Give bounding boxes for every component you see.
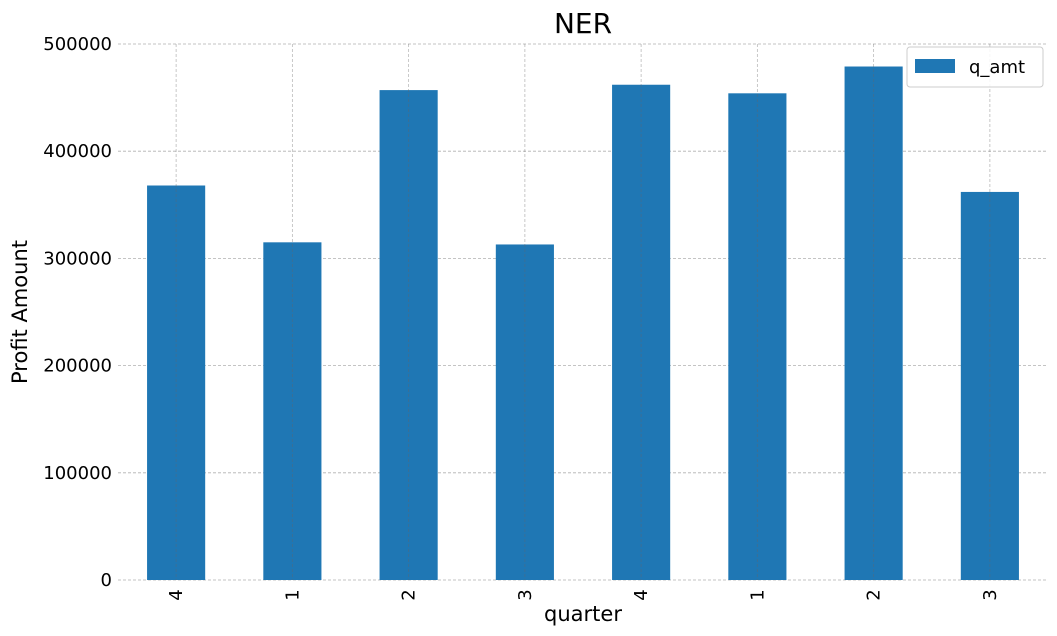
- bar: [495, 244, 554, 581]
- bar: [379, 90, 438, 580]
- y-tick-label: 500000: [43, 34, 112, 55]
- x-tick-label: 1: [747, 589, 768, 600]
- x-axis-label: quarter: [544, 602, 622, 626]
- y-tick-label: 300000: [43, 248, 112, 269]
- x-tick-label: 4: [631, 589, 652, 600]
- bar: [147, 185, 206, 580]
- x-axis-ticks: 4 1 2 3 4 1 2 3: [166, 589, 1001, 600]
- bar: [844, 66, 903, 580]
- legend-frame: [906, 46, 1044, 88]
- legend-label: q_amt: [969, 57, 1025, 78]
- x-tick-label: 2: [864, 589, 885, 600]
- bar: [263, 242, 322, 580]
- y-axis-label: Profit Amount: [8, 240, 32, 384]
- bars: [147, 66, 1019, 581]
- legend: q_amt: [906, 46, 1044, 88]
- y-axis-ticks: 0 100000 200000 300000 400000 500000: [43, 34, 112, 591]
- x-tick-label: 2: [399, 589, 420, 600]
- y-tick-label: 100000: [43, 463, 112, 484]
- y-tick-label: 400000: [43, 141, 112, 162]
- x-tick-label: 4: [166, 589, 187, 600]
- chart-title: NER: [554, 7, 612, 40]
- y-tick-label: 200000: [43, 356, 112, 377]
- legend-swatch: [915, 59, 955, 73]
- bar: [960, 191, 1019, 580]
- bar: [728, 93, 787, 580]
- x-tick-label: 3: [515, 589, 536, 600]
- x-tick-label: 3: [980, 589, 1001, 600]
- grid: [118, 43, 1048, 581]
- bar: [612, 84, 671, 581]
- x-tick-label: 1: [282, 589, 303, 600]
- y-tick-label: 0: [101, 570, 112, 591]
- vertical-grid: [175, 44, 991, 580]
